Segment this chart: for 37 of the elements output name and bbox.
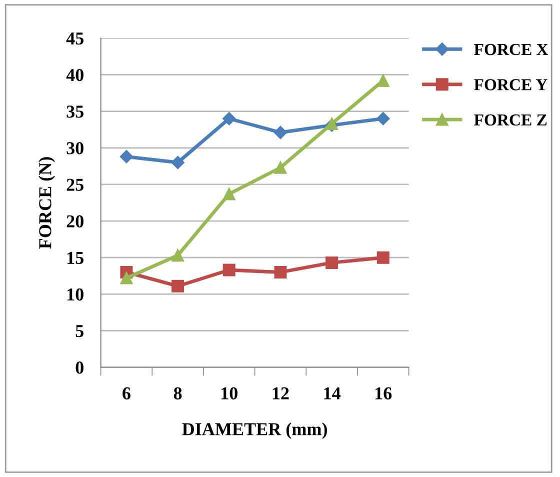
point — [376, 112, 390, 126]
x-tick-label: 16 — [376, 387, 392, 400]
legend-label: FORCE Y — [474, 79, 548, 90]
y-tick-label: 35 — [66, 106, 84, 118]
y-axis-title: FORCE (N) — [38, 157, 55, 249]
y-tick-label: 5 — [76, 325, 84, 338]
x-tick-label: 14 — [324, 387, 340, 400]
point — [172, 280, 184, 292]
x-axis-title: DIAMETER (mm) — [182, 422, 327, 439]
y-tick-label: 15 — [68, 252, 84, 264]
y-tick-label: 25 — [66, 178, 84, 191]
y-tick-label: 45 — [66, 32, 84, 45]
point — [274, 161, 287, 174]
point — [274, 266, 287, 278]
point — [326, 117, 338, 130]
x-tick-label: 8 — [174, 387, 182, 400]
y-tick-label: 40 — [66, 68, 84, 82]
x-tick-label: 6 — [122, 387, 130, 400]
point — [120, 272, 133, 284]
y-tick-label: 20 — [66, 215, 84, 228]
point — [376, 74, 390, 87]
legend-label: FORCE X — [474, 44, 548, 56]
legend-label: FORCE Z — [474, 114, 547, 126]
y-tick-label: 10 — [68, 288, 84, 301]
x-tick-label: 10 — [222, 387, 238, 400]
point — [222, 264, 236, 276]
point — [326, 256, 338, 269]
point — [222, 112, 236, 126]
point — [274, 126, 288, 140]
point — [172, 249, 184, 262]
point — [120, 150, 134, 164]
point — [171, 156, 184, 170]
point — [376, 251, 390, 264]
point — [222, 188, 236, 200]
y-tick-label: 0 — [76, 362, 84, 374]
x-tick-label: 12 — [272, 387, 289, 400]
y-tick-label: 30 — [66, 142, 84, 154]
